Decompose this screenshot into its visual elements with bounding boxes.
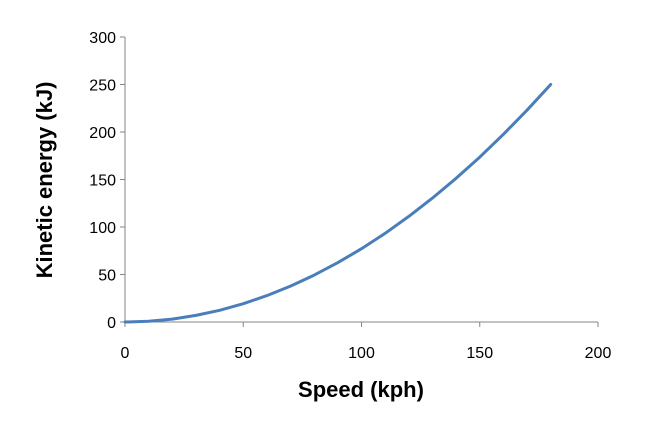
y-tick-label: 100 <box>89 220 116 237</box>
y-axis: 0 50 100 150 200 250 300 <box>89 30 126 332</box>
series-layer <box>123 83 553 324</box>
y-tick-label: 50 <box>98 268 116 285</box>
y-tick-label: 250 <box>89 78 116 95</box>
x-ticks: 0 50 100 150 200 <box>121 322 612 362</box>
y-tick-label: 150 <box>89 173 116 190</box>
y-tick-label: 0 <box>107 315 116 332</box>
x-tick-label: 100 <box>348 345 375 362</box>
x-tick-label: 50 <box>234 345 252 362</box>
y-tick-label: 200 <box>89 125 116 142</box>
x-axis: 0 50 100 150 200 <box>121 321 612 362</box>
x-tick-label: 200 <box>585 345 612 362</box>
y-tick-label: 300 <box>89 30 116 47</box>
x-tick-label: 0 <box>121 345 130 362</box>
x-tick-label: 150 <box>466 345 493 362</box>
x-axis-title: Speed (kph) <box>298 377 424 402</box>
series-line <box>123 83 553 324</box>
y-ticks: 0 50 100 150 200 250 300 <box>89 30 125 332</box>
y-axis-title: Kinetic energy (kJ) <box>32 82 57 279</box>
